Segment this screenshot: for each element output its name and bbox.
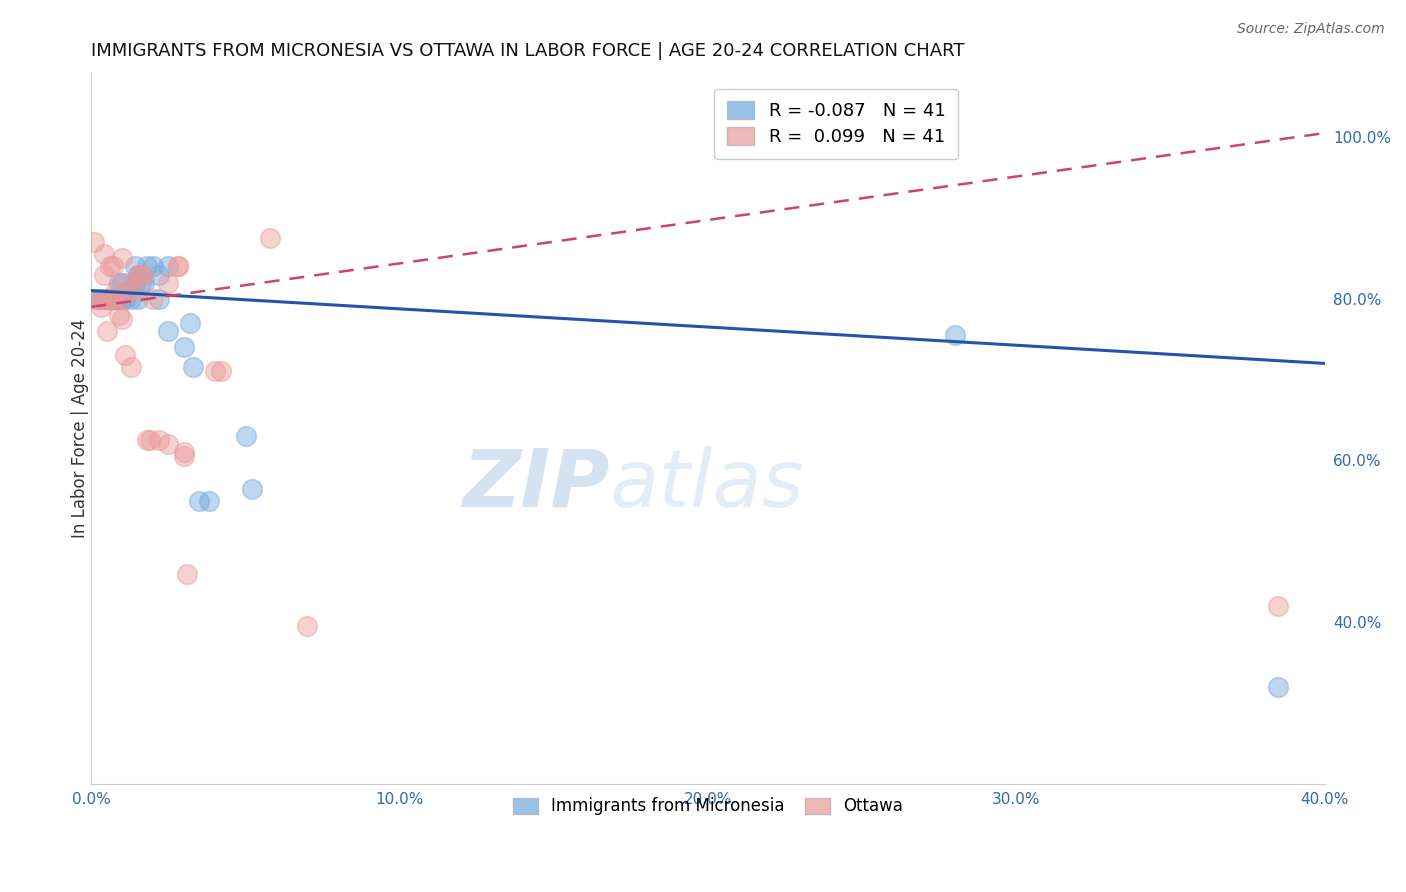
Point [98, 292, 121, 306]
Point [114, 292, 136, 306]
Point [197, 493, 219, 508]
Point [83, 235, 105, 249]
Point [96, 292, 118, 306]
Point [90, 292, 112, 306]
Point [101, 292, 124, 306]
Text: atlas: atlas [609, 446, 804, 524]
Point [108, 292, 131, 306]
Point [86, 292, 108, 306]
Point [120, 292, 142, 306]
Point [117, 284, 139, 298]
Point [129, 276, 152, 290]
Point [93, 247, 115, 261]
Text: ZIP: ZIP [463, 446, 609, 524]
Point [127, 268, 149, 282]
Point [135, 260, 157, 274]
Point [209, 364, 232, 378]
Point [101, 292, 124, 306]
Point [105, 292, 128, 306]
Point [943, 328, 966, 343]
Point [127, 292, 149, 306]
Point [114, 276, 136, 290]
Point [111, 292, 134, 306]
Point [96, 292, 118, 306]
Point [124, 276, 146, 290]
Point [166, 260, 188, 274]
Point [101, 292, 124, 306]
Point [124, 284, 146, 298]
Point [101, 292, 124, 306]
Point [157, 437, 180, 451]
Point [173, 445, 195, 459]
Point [157, 324, 180, 338]
Y-axis label: In Labor Force | Age 20-24: In Labor Force | Age 20-24 [72, 318, 89, 538]
Point [129, 268, 152, 282]
Point [127, 268, 149, 282]
Point [108, 292, 131, 306]
Legend: Immigrants from Micronesia, Ottawa: Immigrants from Micronesia, Ottawa [503, 788, 912, 825]
Point [166, 260, 188, 274]
Point [96, 292, 118, 306]
Point [98, 260, 121, 274]
Point [114, 348, 136, 362]
Point [129, 268, 152, 282]
Point [135, 434, 157, 448]
Point [90, 292, 112, 306]
Point [148, 268, 170, 282]
Point [181, 360, 204, 375]
Point [98, 292, 121, 306]
Point [188, 493, 211, 508]
Point [176, 566, 198, 581]
Point [93, 292, 115, 306]
Point [111, 276, 134, 290]
Point [108, 276, 131, 290]
Point [295, 619, 318, 633]
Point [157, 260, 180, 274]
Point [240, 482, 263, 496]
Point [83, 292, 105, 306]
Point [148, 434, 170, 448]
Point [111, 312, 134, 326]
Point [259, 231, 281, 245]
Point [132, 276, 155, 290]
Point [96, 324, 118, 338]
Point [111, 252, 134, 266]
Point [117, 284, 139, 298]
Text: Source: ZipAtlas.com: Source: ZipAtlas.com [1237, 22, 1385, 37]
Point [179, 316, 201, 330]
Point [93, 268, 115, 282]
Point [1267, 680, 1289, 694]
Point [132, 268, 155, 282]
Point [120, 360, 142, 375]
Point [157, 276, 180, 290]
Point [108, 308, 131, 322]
Point [204, 364, 226, 378]
Point [148, 292, 170, 306]
Point [142, 260, 165, 274]
Point [124, 260, 146, 274]
Point [1267, 599, 1289, 613]
Point [142, 292, 165, 306]
Point [173, 450, 195, 464]
Point [101, 260, 124, 274]
Point [98, 292, 121, 306]
Point [235, 429, 257, 443]
Text: IMMIGRANTS FROM MICRONESIA VS OTTAWA IN LABOR FORCE | AGE 20-24 CORRELATION CHAR: IMMIGRANTS FROM MICRONESIA VS OTTAWA IN … [91, 42, 965, 60]
Point [173, 340, 195, 354]
Point [105, 284, 128, 298]
Point [139, 434, 162, 448]
Point [90, 300, 112, 314]
Point [105, 292, 128, 306]
